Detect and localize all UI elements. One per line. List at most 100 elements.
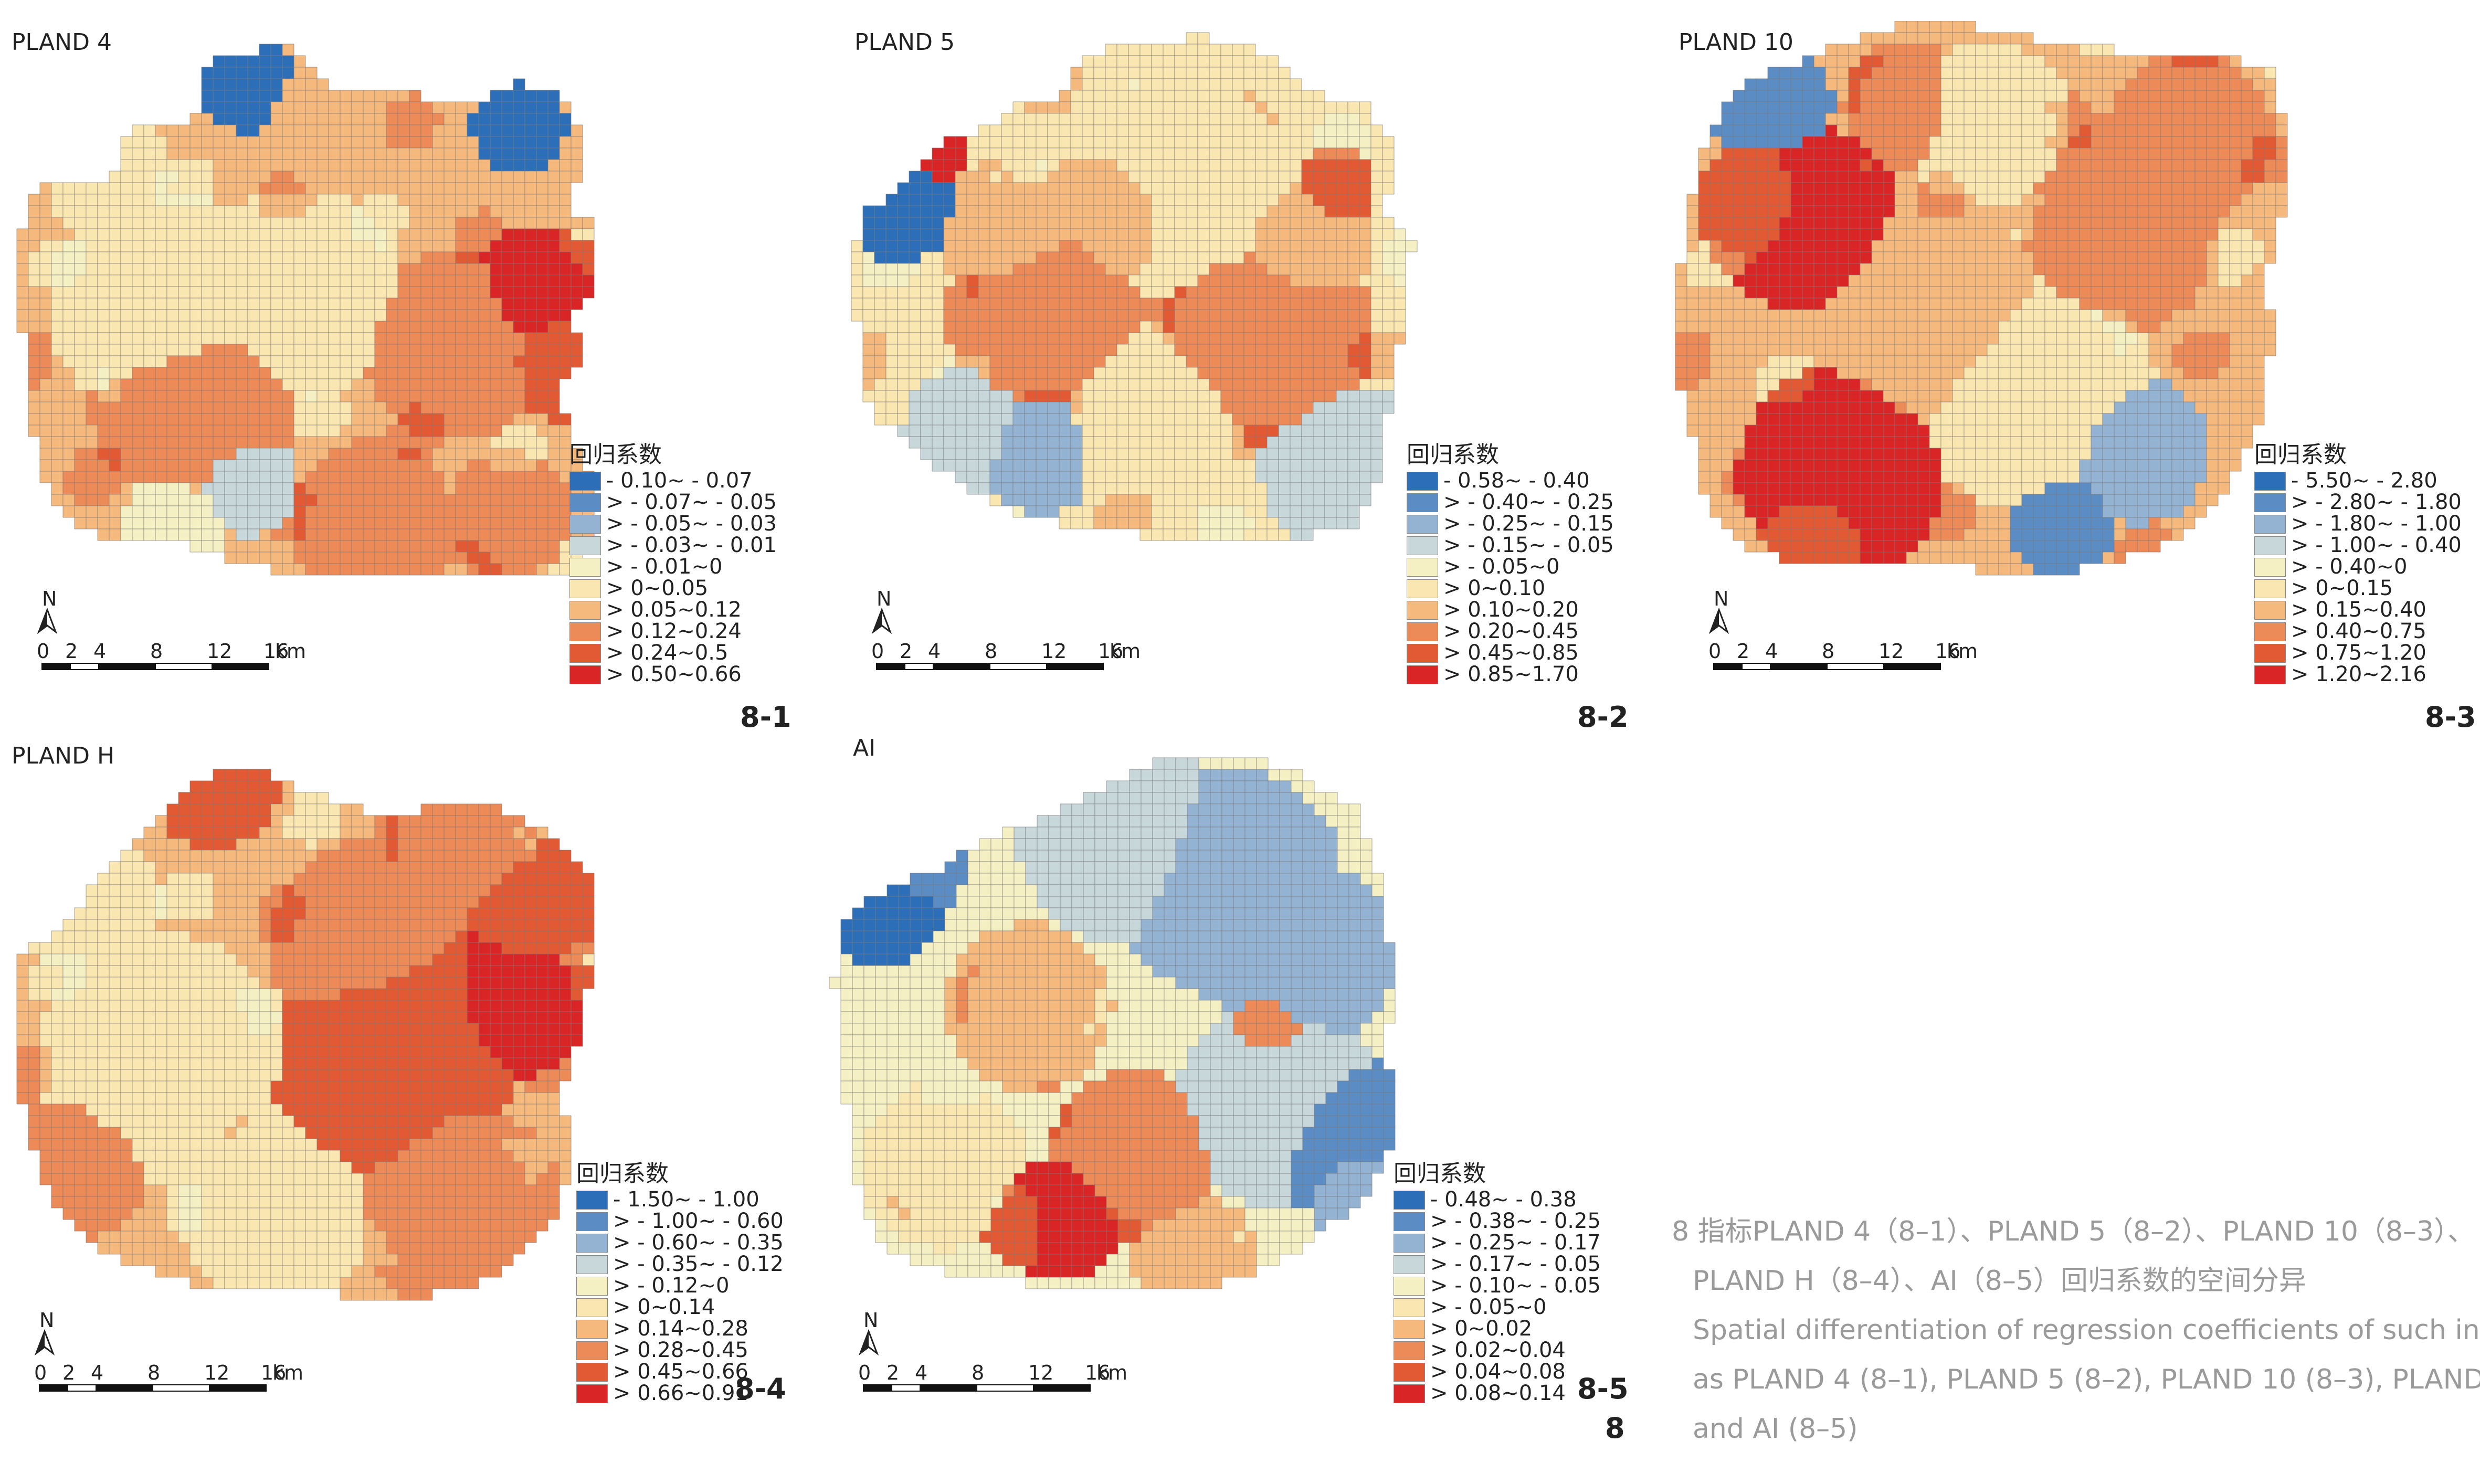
scale-segment xyxy=(1033,1384,1091,1392)
legend-label: > 0.15~0.40 xyxy=(2291,598,2426,622)
north-arrow-fill xyxy=(39,610,47,632)
legend-swatch xyxy=(576,1212,608,1231)
legend-label: > 0.04~0.08 xyxy=(1430,1360,1566,1384)
legend-item: > 0.14~0.28 xyxy=(576,1318,784,1340)
legend-item: > 0.85~1.70 xyxy=(1407,664,1614,685)
legend-swatch xyxy=(1407,493,1438,512)
legend-item: > 0~0.05 xyxy=(569,578,777,599)
legend-item: > 0.66~0.91 xyxy=(576,1383,784,1404)
legend-item: - 5.50~ - 2.80 xyxy=(2254,470,2462,492)
legend-label: > 0.45~0.85 xyxy=(1443,641,1579,665)
legend-item: > 0~0.02 xyxy=(1394,1318,1601,1340)
scale-tick-label: 16 xyxy=(1085,1361,1110,1384)
scale-unit: km xyxy=(1096,1361,1127,1384)
legend-item: > - 0.17~ - 0.05 xyxy=(1394,1254,1601,1275)
legend-item: > - 1.80~ - 1.00 xyxy=(2254,513,2462,535)
north-arrow-fill xyxy=(860,1331,869,1353)
scale-segment xyxy=(1770,663,1828,670)
legend-label: > - 0.60~ - 0.35 xyxy=(613,1231,784,1255)
north-label: N xyxy=(877,588,891,610)
scale-bar: N 0 2 4 8 12 16 km xyxy=(29,1309,323,1395)
legend-label: > - 0.38~ - 0.25 xyxy=(1430,1209,1601,1233)
legend-swatch xyxy=(576,1319,608,1339)
legend-swatch xyxy=(1394,1319,1425,1339)
scale-tick-label: 12 xyxy=(207,640,232,663)
scale-tick-label: 8 xyxy=(972,1361,984,1384)
scale-segment xyxy=(1883,663,1941,670)
scale-bar: N 0 2 4 8 12 16 km xyxy=(1703,587,1997,674)
legend-item: > 0.40~0.75 xyxy=(2254,621,2462,642)
legend-swatch xyxy=(1394,1276,1425,1296)
legend-label: > 0~0.02 xyxy=(1430,1317,1533,1341)
legend-swatch xyxy=(1394,1341,1425,1360)
legend-item: > - 0.12~0 xyxy=(576,1275,784,1297)
legend-swatch xyxy=(576,1190,608,1210)
map-grid xyxy=(16,769,595,1301)
legend-swatch xyxy=(569,600,601,620)
caption-line-zh-1: 8 指标PLAND 4（8–1）、PLAND 5（8–2）、PLAND 10（8… xyxy=(1672,1216,2475,1247)
legend-item: > 0.50~0.66 xyxy=(569,664,777,685)
scale-unit: km xyxy=(272,1361,303,1384)
legend-item: > - 1.00~ - 0.40 xyxy=(2254,535,2462,556)
legend-swatch xyxy=(1407,514,1438,534)
legend-item: > - 0.01~0 xyxy=(569,556,777,578)
scale-tick-label: 0 xyxy=(858,1361,871,1384)
scale-segment xyxy=(876,663,905,670)
legend-item: > 0~0.14 xyxy=(576,1297,784,1318)
scale-tick-label: 4 xyxy=(915,1361,927,1384)
legend-label: > 0.12~0.24 xyxy=(606,619,742,643)
scale-tick-label: 16 xyxy=(261,1361,286,1384)
legend-swatch xyxy=(569,514,601,534)
legend-swatch xyxy=(569,665,601,684)
legend-label: > - 0.12~0 xyxy=(613,1274,730,1298)
scale-segment xyxy=(863,1384,892,1392)
north-arrow-fill xyxy=(873,610,882,632)
legend-label: > - 0.03~ - 0.01 xyxy=(606,533,777,557)
legend-label: > - 0.01~0 xyxy=(606,555,723,579)
legend-label: > - 0.05~0 xyxy=(1430,1295,1547,1319)
legend-label: > - 0.07~ - 0.05 xyxy=(606,490,777,514)
legend-label: - 0.48~ - 0.38 xyxy=(1430,1188,1577,1212)
legend-swatch xyxy=(1394,1255,1425,1274)
scale-tick-label: 8 xyxy=(1822,640,1834,663)
scale-bar: N 0 2 4 8 12 16 km xyxy=(853,1309,1147,1395)
legend-swatch xyxy=(2254,622,2286,641)
north-label: N xyxy=(1714,588,1728,610)
legend-item: > - 0.03~ - 0.01 xyxy=(569,535,777,556)
scale-tick-label: 12 xyxy=(1028,1361,1053,1384)
scale-tick-label: 12 xyxy=(204,1361,229,1384)
north-label: N xyxy=(42,588,57,610)
panel-title: PLAND 4 xyxy=(12,29,112,56)
scale-segment xyxy=(209,1384,267,1392)
map-grid xyxy=(829,757,1396,1289)
legend-item: > - 0.07~ - 0.05 xyxy=(569,492,777,513)
panel-label: 8-3 xyxy=(2425,701,2476,734)
scale-tick-label: 16 xyxy=(263,640,289,663)
legend-item: > - 0.38~ - 0.25 xyxy=(1394,1211,1601,1232)
legend-swatch xyxy=(1394,1298,1425,1317)
legend-swatch xyxy=(1407,536,1438,555)
legend-swatch xyxy=(2254,536,2286,555)
legend-item: > - 0.05~0 xyxy=(1394,1297,1601,1318)
legend-label: > 0~0.14 xyxy=(613,1295,715,1319)
map-grid xyxy=(851,32,1418,541)
caption-line-zh-2: PLAND H（8–4）、AI（8–5）回归系数的空间分异 xyxy=(1693,1265,2306,1297)
scale-segment xyxy=(904,663,934,670)
legend-item: > 0.20~0.45 xyxy=(1407,621,1614,642)
legend-swatch xyxy=(569,622,601,641)
legend-swatch xyxy=(576,1384,608,1403)
legend-item: > - 0.15~ - 0.05 xyxy=(1407,535,1614,556)
legend-swatch xyxy=(1407,579,1438,598)
scale-tick-label: 0 xyxy=(1708,640,1721,663)
legend: 回归系数 - 5.50~ - 2.80 > - 2.80~ - 1.80 > - 1.… xyxy=(2254,441,2462,685)
legend-label: > 0~0.15 xyxy=(2291,576,2393,600)
legend-label: > - 0.15~ - 0.05 xyxy=(1443,533,1614,557)
legend-label: - 5.50~ - 2.80 xyxy=(2291,469,2437,493)
legend-swatch xyxy=(1394,1362,1425,1382)
scale-segment xyxy=(98,663,156,670)
legend-label: - 1.50~ - 1.00 xyxy=(613,1188,759,1212)
scale-tick-label: 8 xyxy=(985,640,997,663)
scale-bar: N 0 2 4 8 12 16 km xyxy=(866,587,1160,674)
